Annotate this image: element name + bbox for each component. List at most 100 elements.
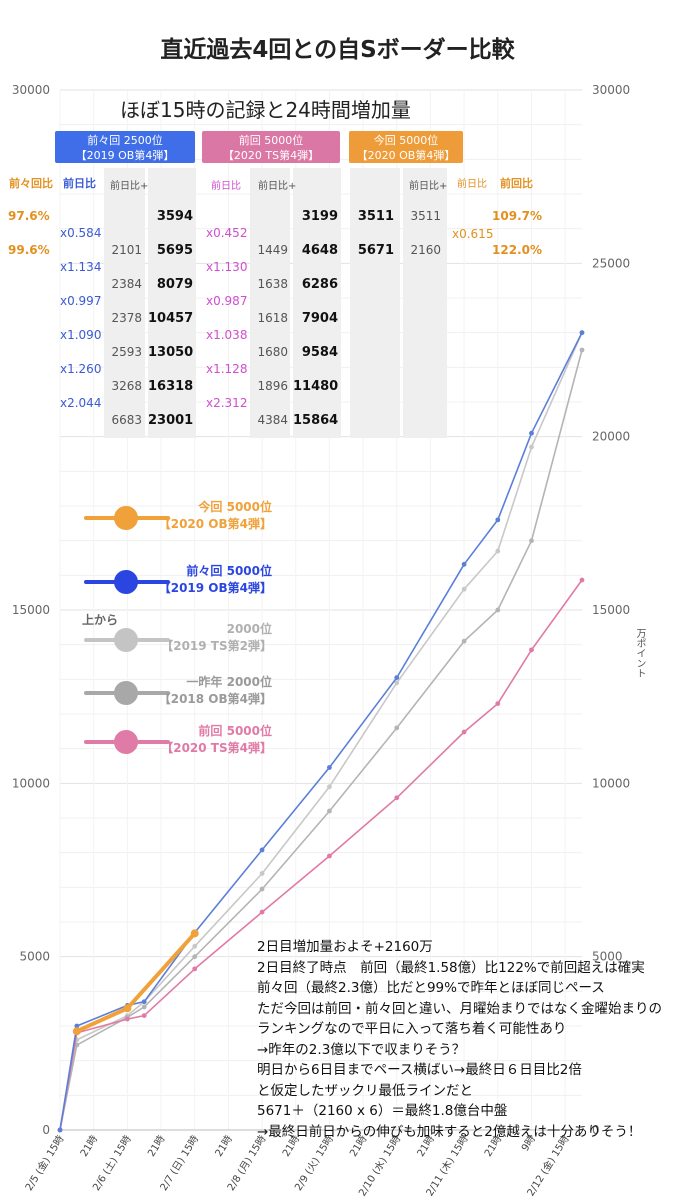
col-daily-inc-3: 前日比+ [409, 181, 448, 192]
legend-label-line1: 一昨年 2000位 [186, 675, 272, 689]
data-point [394, 675, 400, 680]
blue-value: 8079 [156, 277, 193, 292]
pink-value: 11480 [293, 379, 339, 394]
header-prev2: 前々回 2500位 【2019 OB第4弾】 [55, 131, 195, 163]
series-line [59, 331, 583, 1131]
header-now-line2: 【2020 OB第4弾】 [356, 149, 456, 162]
y-tick-left: 30000 [12, 83, 50, 97]
prev-ratio-1: 109.7% [492, 209, 542, 223]
y-tick-right: 20000 [592, 430, 630, 444]
right-axis-label: 万ポイント [634, 628, 645, 678]
chart-subtitle: ほぼ15時の記録と24時間増加量 [120, 98, 411, 122]
data-point [394, 680, 400, 686]
data-point [579, 330, 585, 336]
annotation-line: と仮定したザックリ最低ラインだと [257, 1082, 473, 1099]
annotation-line: 前々回（最終2.3億）比だと99%で昨年とほぼ同じペース [257, 980, 605, 996]
blue-increase: 2101 [111, 243, 142, 257]
data-point [579, 577, 585, 583]
legend-label: 前々回 5000位 【2019 OB第4弾】 [150, 563, 272, 597]
legend-label: 今回 5000位 【2020 OB第4弾】 [150, 499, 272, 533]
x-tick-label: 21時 [213, 1133, 235, 1159]
header-prev: 前回 5000位 【2020 TS第4弾】 [202, 131, 340, 163]
legend-label-line2: 【2020 TS第4弾】 [161, 741, 272, 755]
pink-increase: 1449 [257, 243, 288, 257]
data-point [327, 784, 332, 790]
data-point [529, 647, 534, 653]
now-daily-ratio: x0.615 [452, 227, 494, 241]
now-value: 5671 [357, 243, 394, 258]
legend-label-line2: 【2018 OB第4弾】 [158, 692, 272, 706]
blue-value: 23001 [148, 413, 194, 428]
data-point [57, 1127, 63, 1133]
legend-marker [114, 730, 138, 754]
data-point [327, 853, 332, 859]
panel-now-inc [403, 168, 447, 438]
annotation-text: 2日目増加量およそ+2160万 2日目終了時点 前回（最終1.58億）比122%で… [257, 937, 662, 1142]
legend-uekara: 上から [82, 613, 119, 627]
pink-value: 7904 [301, 311, 338, 326]
pink-increase: 1638 [257, 277, 288, 291]
data-point [259, 886, 265, 892]
col-daily-inc-1: 前日比+ [110, 181, 149, 192]
data-point [461, 586, 467, 592]
header-prev2-line1: 前々回 2500位 [87, 134, 163, 147]
data-point [461, 561, 467, 567]
annotation-line: →昨年の2.3億以下で収まりそう？ [257, 1041, 466, 1058]
data-point [190, 929, 199, 938]
blue-value: 16318 [148, 379, 194, 394]
pink-increase: 1618 [257, 311, 288, 325]
header-now-line1: 今回 5000位 [373, 134, 439, 147]
col-daily-ratio-2: 前日比 [211, 181, 241, 192]
data-point [394, 725, 400, 731]
panel-pink-inc [250, 168, 290, 438]
pink-value: 4648 [301, 243, 338, 258]
data-point [141, 1004, 147, 1010]
prev-ratio-2: 122.0% [492, 243, 542, 257]
legend-label: 前回 5000位【2020 TS第4弾】 [150, 723, 272, 757]
annotation-line: 明日から6日目までペース横ばい→最終日６日目比2倍 [257, 1062, 582, 1078]
data-point [72, 1027, 81, 1036]
col-prev-ratio: 前回比 [500, 177, 533, 190]
legend-marker [114, 628, 138, 652]
blue-ratio: x0.584 [60, 226, 102, 240]
y-tick-left: 5000 [19, 950, 50, 964]
y-tick-right: 25000 [592, 256, 630, 270]
blue-value: 10457 [148, 311, 194, 326]
blue-ratio: x2.044 [60, 396, 102, 410]
now-increase: 2160 [410, 243, 441, 257]
pink-ratio: x0.452 [206, 226, 248, 240]
x-tick-label: 21時 [78, 1133, 100, 1159]
annotation-line: ランキングなので平日に入って落ち着く可能性あり [257, 1021, 567, 1037]
data-point [529, 430, 534, 436]
data-point [495, 517, 501, 523]
y-tick-right: 0 [592, 1123, 600, 1137]
prev2-ratio-1: 97.6% [8, 209, 50, 223]
pink-ratio: x2.312 [206, 396, 248, 410]
pink-ratio: x0.987 [206, 294, 248, 308]
prev2-ratio-2: 99.6% [8, 243, 50, 257]
legend-label: 一昨年 2000位【2018 OB第4弾】 [150, 674, 272, 708]
data-point [495, 548, 501, 554]
pink-ratio: x1.128 [206, 362, 248, 376]
legend-label-line1: 前回 5000位 [198, 724, 272, 738]
blue-value: 13050 [148, 345, 194, 360]
data-point [74, 1023, 80, 1029]
data-point [259, 909, 265, 915]
panel-pink-val [293, 168, 341, 438]
header-now: 今回 5000位 【2020 OB第4弾】 [349, 131, 463, 163]
annotation-line: 2日目増加量およそ+2160万 [257, 939, 433, 955]
data-point [495, 701, 501, 706]
legend-marker [114, 570, 138, 594]
pink-value: 15864 [293, 413, 339, 428]
chart-title: 直近過去4回との自Sボーダー比較 [160, 37, 515, 63]
data-point [394, 795, 400, 801]
data-point [141, 1013, 147, 1018]
data-point [123, 1004, 132, 1013]
blue-ratio: x0.997 [60, 294, 102, 308]
x-tick-label: 2/5 (金) 15時 [22, 1133, 66, 1193]
data-point [259, 871, 265, 876]
data-point [579, 347, 585, 353]
annotation-line: 5671＋（2160 x 6）＝最終1.8億台中盤 [257, 1103, 508, 1119]
panel-blue-val [148, 168, 196, 438]
